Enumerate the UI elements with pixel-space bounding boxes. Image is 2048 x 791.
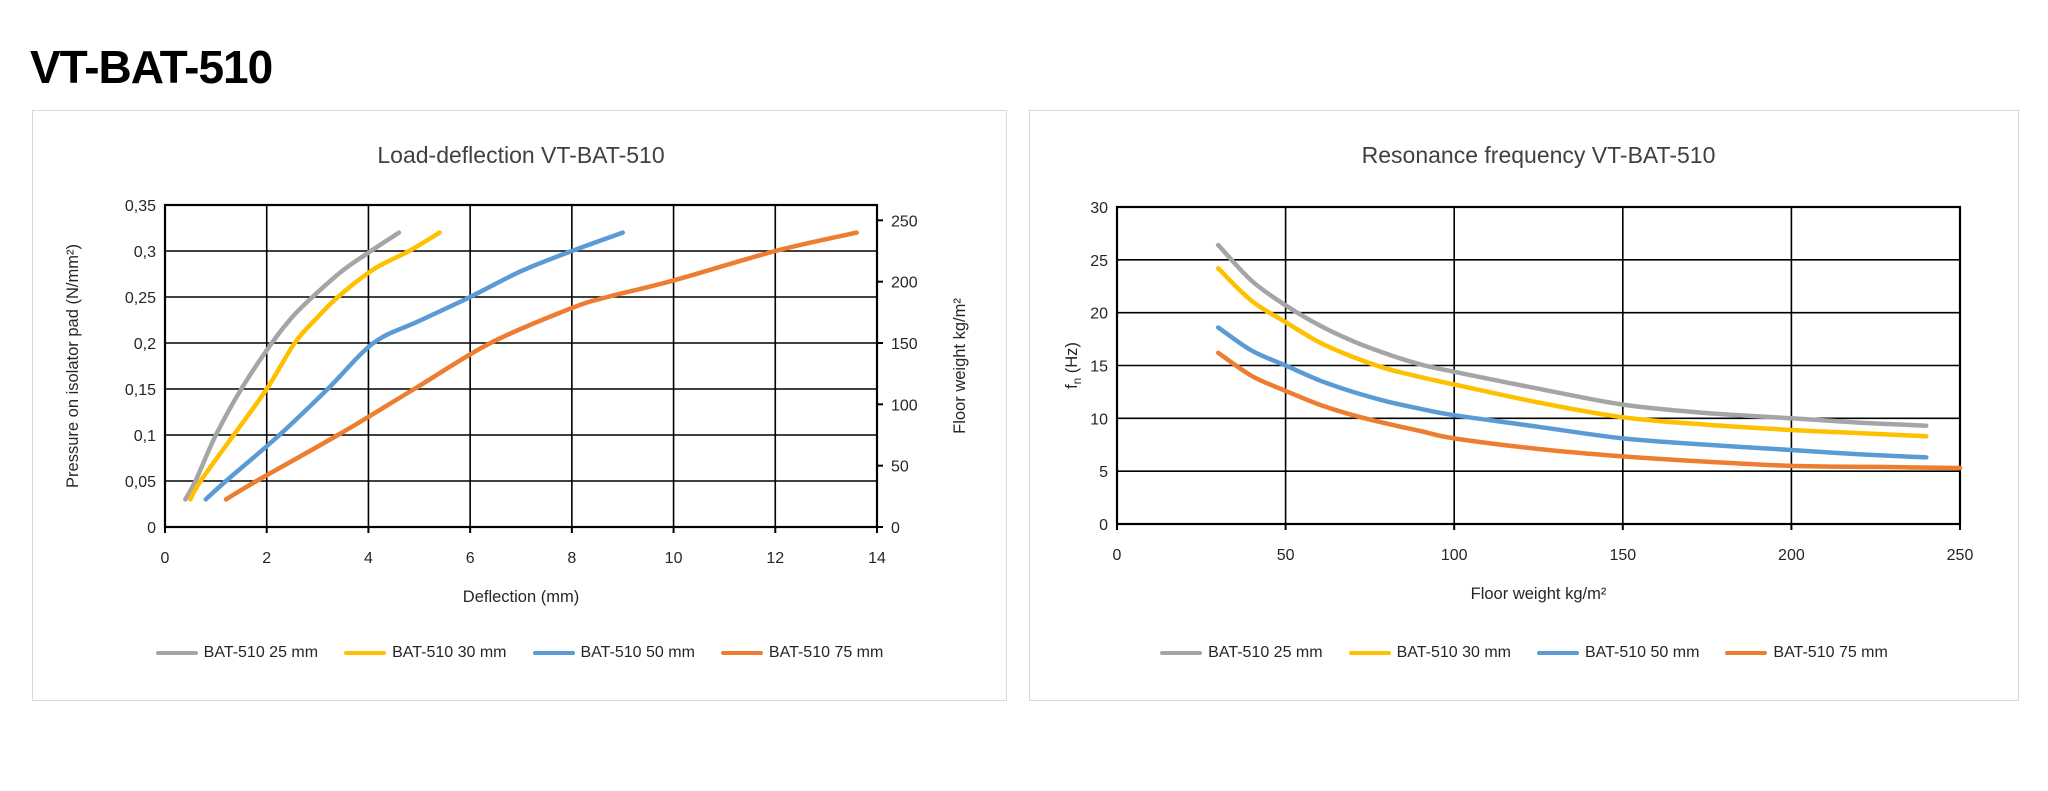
legend-label: BAT-510 75 mm bbox=[768, 644, 884, 661]
x-axis-tick-label: 6 bbox=[466, 550, 475, 567]
resonance-frequency-chart: Resonance frequency VT-BAT-510 0 5 10 15 20 25… bbox=[1063, 142, 1974, 603]
x-axis-tick-label: 10 bbox=[665, 550, 683, 567]
y-axis-tick-label: 0,05 bbox=[125, 474, 156, 491]
legend-label: BAT-510 75 mm bbox=[1773, 644, 1888, 661]
series-line-bat-510-30-mm bbox=[1215, 266, 1929, 439]
x-axis-tick-label: 250 bbox=[1947, 547, 1974, 564]
legend-line-swatch bbox=[1348, 651, 1391, 655]
series-line-bat-510-25-mm bbox=[1215, 242, 1929, 428]
y-axis-tick-label: 10 bbox=[1090, 411, 1108, 428]
x-axis-tick-label: 14 bbox=[868, 550, 886, 567]
chart-title: Resonance frequency VT-BAT-510 bbox=[1362, 142, 1716, 168]
legend-label: BAT-510 50 mm bbox=[1585, 644, 1700, 661]
y-axis-title: fn (Hz) bbox=[1063, 342, 1084, 389]
right-axis-tick-label: 200 bbox=[891, 275, 918, 292]
x-axis-tick-label: 8 bbox=[567, 550, 576, 567]
legend-label: BAT-510 50 mm bbox=[580, 644, 695, 661]
x-axis-tick-label: 0 bbox=[1113, 547, 1122, 564]
chart-panel-resonance-frequency: Resonance frequency VT-BAT-510 0 5 10 15 20 25… bbox=[1029, 110, 2019, 701]
y-axis-tick-label: 0,25 bbox=[125, 290, 156, 307]
legend-line-swatch bbox=[1537, 651, 1579, 655]
legend-item-bat-510-30-mm: BAT-510 30 mm bbox=[344, 644, 507, 662]
y-axis-tick-label: 0,15 bbox=[125, 382, 156, 399]
series-line-bat-510-50-mm bbox=[1215, 325, 1929, 460]
y-axis-tick-label: 30 bbox=[1090, 200, 1108, 217]
right-axis-tick-label: 250 bbox=[891, 213, 918, 230]
legend-label: BAT-510 30 mm bbox=[1396, 644, 1511, 661]
y-axis-tick-label: 20 bbox=[1090, 306, 1108, 323]
legend-item-bat-510-25-mm: BAT-510 25 mm bbox=[1160, 644, 1323, 662]
x-axis-tick-label: 200 bbox=[1778, 547, 1805, 564]
plot-border bbox=[163, 203, 879, 529]
x-axis-tick-label: 4 bbox=[364, 550, 373, 567]
y-axis-tick-label: 0,2 bbox=[134, 336, 156, 353]
load-deflection-chart: Load-deflection VT-BAT-510 0 0,05 0,1 0,15 0,… bbox=[64, 142, 969, 606]
legend-item-bat-510-25-mm: BAT-510 25 mm bbox=[155, 644, 319, 662]
y-axis-title: Pressure on isolator pad (N/mm²) bbox=[64, 244, 82, 488]
legend-line-swatch bbox=[720, 651, 763, 655]
y-axis-tick-label: 0,1 bbox=[134, 428, 156, 445]
series-line-bat-510-75-mm bbox=[1215, 350, 1963, 471]
x-axis-tick-label: 0 bbox=[161, 550, 170, 567]
x-axis-title: Deflection (mm) bbox=[463, 588, 579, 606]
right-axis-tick-label: 50 bbox=[891, 459, 909, 476]
x-axis-tick-label: 50 bbox=[1277, 547, 1295, 564]
right-axis-tick-label: 0 bbox=[891, 520, 900, 537]
x-axis-tick-label: 2 bbox=[262, 550, 271, 567]
legend-item-bat-510-30-mm: BAT-510 30 mm bbox=[1348, 644, 1511, 662]
legend-line-swatch bbox=[532, 651, 575, 655]
chart-title: Load-deflection VT-BAT-510 bbox=[377, 142, 664, 168]
series-line-bat-510-25-mm bbox=[183, 230, 402, 502]
legend-label: BAT-510 25 mm bbox=[203, 644, 319, 661]
legend-item-bat-510-50-mm: BAT-510 50 mm bbox=[532, 644, 695, 662]
y-axis-tick-label: 0 bbox=[147, 520, 156, 537]
series-line-bat-510-75-mm bbox=[223, 230, 859, 502]
x-axis-title: Floor weight kg/m² bbox=[1471, 585, 1607, 603]
x-axis-tick-label: 12 bbox=[766, 550, 784, 567]
page: VT-BAT-510 Load-deflection VT-BAT-510 0 0,… bbox=[0, 44, 2048, 701]
y-axis-tick-label: 0 bbox=[1099, 517, 1108, 534]
load-deflection-legend: BAT-510 25 mm BAT-510 30 mm BAT-510 50 mm B… bbox=[33, 644, 1006, 662]
legend-line-swatch bbox=[344, 651, 387, 655]
y-axis-tick-label: 15 bbox=[1090, 359, 1108, 376]
y-axis-tick-label: 5 bbox=[1099, 464, 1108, 481]
legend-item-bat-510-50-mm: BAT-510 50 mm bbox=[1537, 644, 1699, 662]
chart-panel-load-deflection: Load-deflection VT-BAT-510 0 0,05 0,1 0,15 0,… bbox=[32, 110, 1007, 701]
y-axis-tick-label: 25 bbox=[1090, 253, 1108, 270]
legend-item-bat-510-75-mm: BAT-510 75 mm bbox=[720, 644, 884, 662]
series-line-bat-510-30-mm bbox=[188, 230, 442, 502]
y-axis-tick-label: 0,35 bbox=[125, 198, 156, 215]
legend-label: BAT-510 25 mm bbox=[1208, 644, 1323, 661]
legend-line-swatch bbox=[155, 651, 198, 655]
resonance-frequency-legend: BAT-510 25 mm BAT-510 30 mm BAT-510 50 mm B… bbox=[1030, 644, 2018, 662]
legend-label: BAT-510 30 mm bbox=[392, 644, 507, 661]
right-axis-tick-label: 100 bbox=[891, 397, 918, 414]
y-axis-tick-label: 0,3 bbox=[134, 244, 156, 261]
series-line-bat-510-50-mm bbox=[203, 230, 625, 502]
page-title: VT-BAT-510 bbox=[30, 41, 273, 93]
legend-item-bat-510-75-mm: BAT-510 75 mm bbox=[1725, 644, 1888, 662]
x-axis-tick-label: 150 bbox=[1609, 547, 1636, 564]
x-axis-tick-label: 100 bbox=[1441, 547, 1468, 564]
charts-row: Load-deflection VT-BAT-510 0 0,05 0,1 0,15 0,… bbox=[32, 110, 2048, 701]
right-axis-title: Floor weight kg/m² bbox=[951, 298, 969, 434]
legend-line-swatch bbox=[1725, 651, 1768, 655]
legend-line-swatch bbox=[1160, 651, 1203, 655]
plot-border bbox=[1115, 205, 1962, 526]
right-axis-tick-label: 150 bbox=[891, 336, 918, 353]
